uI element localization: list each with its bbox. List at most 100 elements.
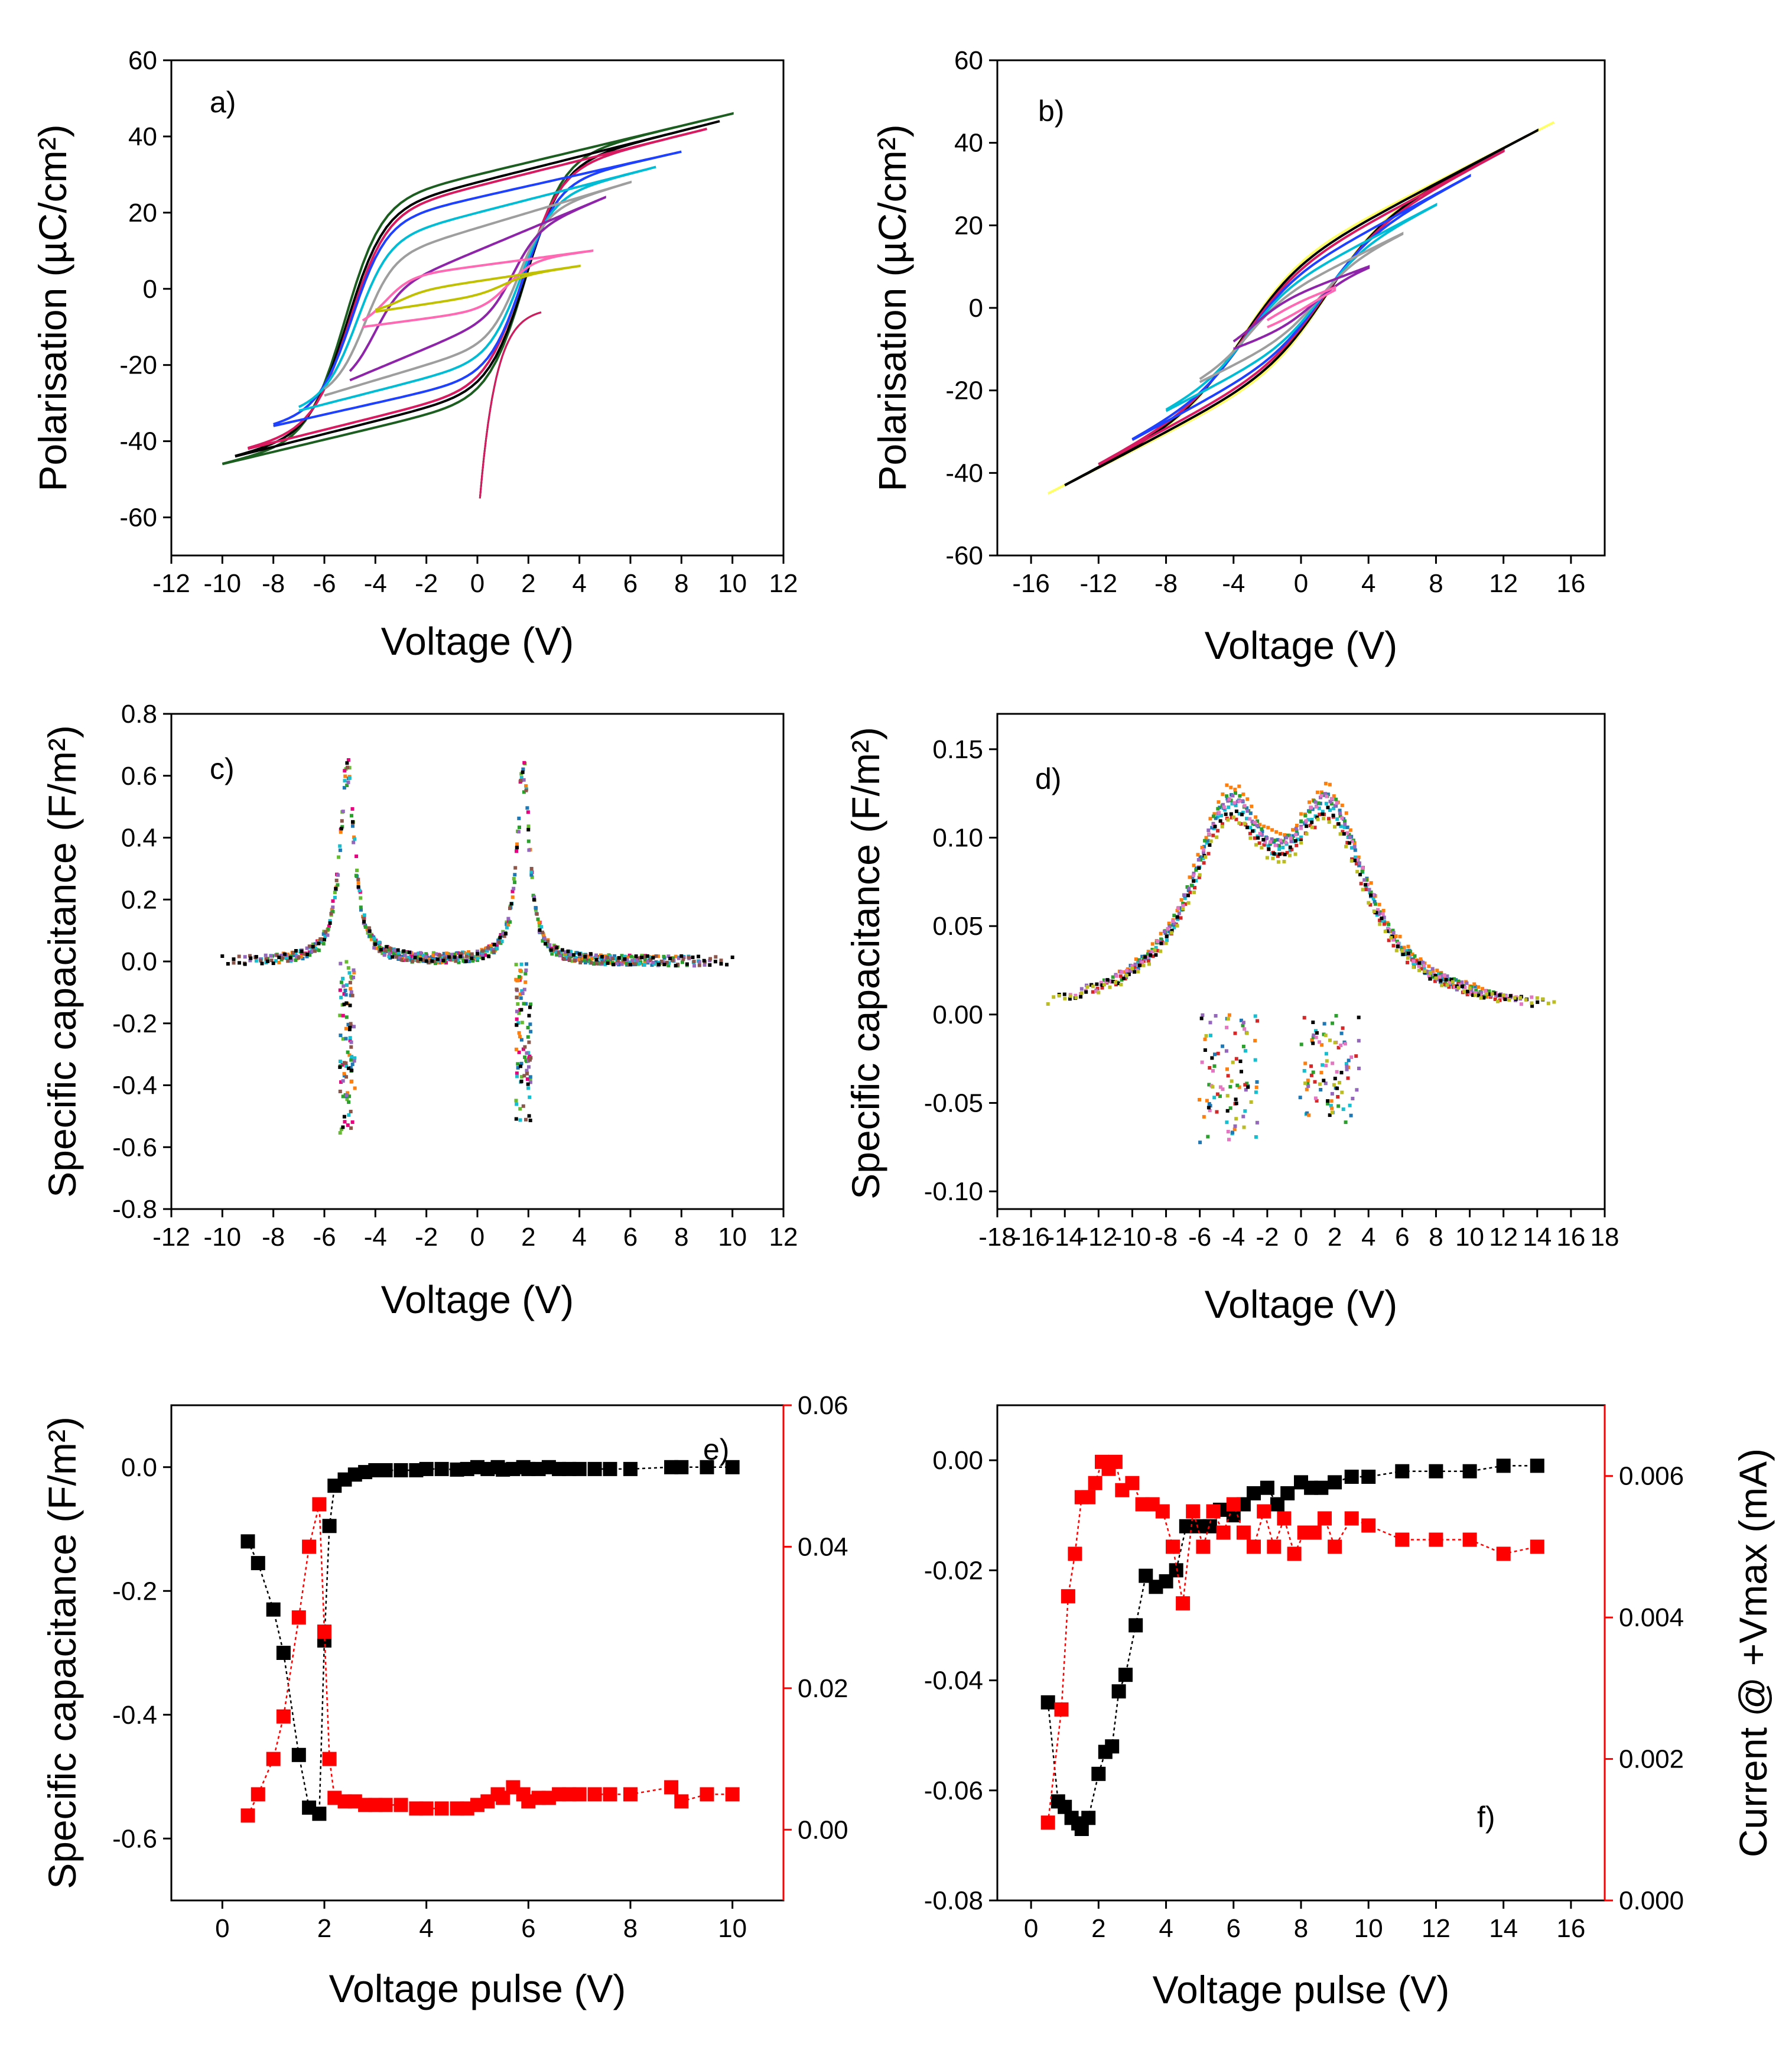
panel-d-point [1546,1001,1550,1005]
panel-d-point [1442,982,1446,986]
panel-d-point [1272,852,1276,856]
panel-d-point [1068,997,1072,1001]
panel-e-series-current-point [587,1787,602,1802]
panel-d-point [1221,1087,1225,1091]
panel-d-point [1206,1106,1211,1110]
panel-e-series-current-point [302,1539,317,1554]
panel-c-point [514,977,518,982]
panel-c-point [625,961,629,966]
panel-f-series-capacitance-point [1247,1486,1261,1500]
panel-d-point [1401,952,1405,956]
panel-c-point [378,945,382,949]
panel-d-point [1530,1004,1534,1008]
panel-c-point [275,953,279,957]
panel-e-label: e) [703,1433,729,1466]
panel-d-point [1267,847,1271,851]
panel-d-point [1451,980,1455,984]
panel-d-point [1371,896,1375,901]
panel-c-point [563,950,567,954]
panel-d-point [1478,993,1482,997]
panel-f-series-capacitance-point [1105,1739,1120,1754]
panel-d-point [1147,962,1151,966]
panel-c-point [302,952,306,956]
panel-d-point [1378,910,1382,914]
panel-d-point [1197,875,1201,879]
panel-c-point [260,961,264,966]
panel-d-point [1349,846,1354,850]
panel-d-point [1330,797,1334,801]
panel-c-point [536,917,540,921]
panel-c-point [527,1065,531,1069]
panel-d-point [1372,909,1376,913]
panel-d-point [1335,817,1339,821]
panel-c-point [355,868,359,872]
panel-e-y-tick-label: 0.0 [121,1453,157,1482]
panel-d-point [1294,827,1298,831]
panel-a-virgin-curve [479,311,542,499]
panel-d-point [1355,870,1360,874]
panel-d-point [1319,1071,1323,1075]
panel-d-point [1148,951,1152,955]
panel-c-point [294,949,298,953]
panel-a-x-tick-label: -8 [262,569,285,598]
panel-c-point [464,959,468,963]
panel-d-point [1518,996,1523,1000]
panel-d-point [1307,1113,1311,1117]
panel-c-point [567,958,571,962]
panel-d-point [1153,948,1157,952]
panel-d-point [1186,893,1190,898]
panel-d-point [1209,1034,1212,1038]
panel-c-point [450,953,454,957]
panel-d-point [1145,955,1149,959]
panel-d-point [1493,997,1497,1001]
panel-e-series-capacitance-point [725,1460,740,1474]
panel-d-point [1333,825,1337,829]
panel-c-point [374,946,378,950]
panel-c-point [510,895,515,899]
panel-c-point [504,932,508,935]
panel-c-point [523,1055,527,1060]
panel-d-point [1241,1021,1245,1025]
panel-d-point [1365,882,1370,886]
panel-c-point [435,960,440,964]
panel-f-series-capacitance-point [1081,1811,1096,1825]
panel-d-point [1245,797,1250,801]
panel-d-x-tick-label: 18 [1591,1223,1619,1252]
panel-d-point [1383,919,1387,924]
panel-c-point [337,855,341,859]
panel-d-point [1133,962,1137,966]
panel-e-y-tick-label: -0.4 [112,1701,157,1730]
panel-c-point [406,956,411,959]
panel-c-point [344,1026,348,1031]
panel-d-point [1189,883,1193,888]
panel-a-x-tick-label: 0 [470,569,484,598]
panel-d-point [1406,956,1410,960]
panel-d-point [1322,1032,1326,1037]
panel-c-point [343,769,347,773]
panel-d-point [1240,813,1244,817]
panel-d-point [1316,817,1320,821]
panel-c-point [345,784,349,787]
panel-d-point [1229,812,1233,816]
panel-d-point [1348,1103,1352,1107]
panel-d-point [1130,966,1134,970]
panel-f-series-current-point [1307,1525,1322,1540]
panel-d-point [1163,930,1166,933]
panel-c-point [528,1022,532,1026]
panel-d-point [1340,816,1344,820]
panel-b-y-tick-label: 20 [954,211,983,240]
panel-d-point [1196,853,1200,857]
panel-d-point [1396,941,1400,945]
panel-d-point [1326,1099,1330,1103]
panel-d-point [1354,855,1357,859]
panel-d-point [1484,989,1488,993]
panel-d-point [1200,1060,1204,1064]
panel-e-x-axis-label: Voltage pulse (V) [329,1967,626,2010]
panel-d-point [1312,1033,1316,1037]
panel-c-point [362,919,366,924]
panel-d-point [1220,824,1224,828]
panel-d-point [1277,852,1282,856]
panel-d-point [1202,847,1206,852]
panel-e-series-current-point [317,1624,331,1639]
panel-c-point [341,1125,345,1129]
